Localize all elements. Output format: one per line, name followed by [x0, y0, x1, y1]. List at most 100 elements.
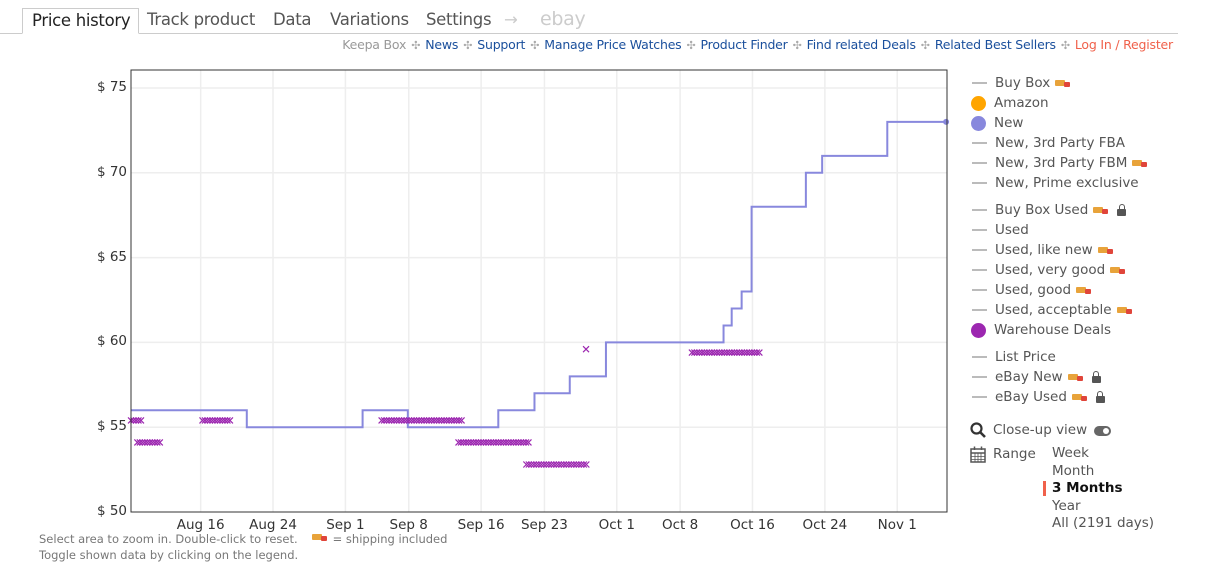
tab-data[interactable]: Data	[273, 10, 312, 29]
warehouse-deal-marker	[547, 461, 555, 468]
link-product-finder[interactable]: Product Finder	[700, 37, 788, 52]
legend-item[interactable]: Warehouse Deals	[970, 320, 1148, 340]
warehouse-deal-marker	[695, 349, 703, 357]
legend-item[interactable]: Used, very good	[970, 260, 1148, 280]
link-keepa-box[interactable]: Keepa Box	[342, 37, 407, 52]
separator-icon: ✣	[463, 39, 473, 52]
warehouse-deal-marker	[453, 416, 461, 424]
legend-item[interactable]: Used, like new	[970, 240, 1148, 260]
tab-bar: Price history Track product Data Variati…	[0, 8, 1178, 34]
warehouse-deal-marker	[753, 349, 761, 357]
warehouse-deal-marker	[219, 416, 226, 424]
warehouse-deal-marker	[743, 349, 751, 357]
legend-item[interactable]: eBay Used	[970, 387, 1148, 407]
x-tick-label: Sep 16	[457, 517, 505, 533]
warehouse-deal-marker	[730, 349, 738, 357]
y-tick-label: $ 50	[96, 503, 127, 519]
warehouse-deal-marker	[435, 416, 443, 424]
tab-ebay[interactable]: ebay	[540, 8, 586, 30]
warehouse-deal-marker	[224, 416, 231, 424]
legend-item[interactable]: Amazon	[970, 93, 1148, 113]
warehouse-deal-marker	[450, 416, 458, 424]
warehouse-deal-marker	[755, 349, 763, 357]
range-options: Week Month 3 Months Year All (2191 days)	[1042, 445, 1155, 533]
warehouse-deal-marker	[520, 439, 527, 446]
legend-label: New	[994, 115, 1024, 131]
warehouse-deal-marker	[211, 416, 219, 424]
warehouse-deal-marker	[552, 461, 560, 468]
warehouse-deal-marker	[477, 439, 485, 446]
warehouse-deal-marker	[418, 416, 426, 424]
legend-item[interactable]: eBay New	[970, 367, 1148, 387]
warehouse-deal-marker	[577, 461, 585, 468]
link-support[interactable]: Support	[477, 37, 526, 52]
legend-item[interactable]: Used	[970, 220, 1148, 240]
tab-track-product[interactable]: Track product	[147, 10, 255, 29]
warehouse-deal-marker	[490, 439, 497, 446]
calendar-icon	[970, 446, 986, 463]
warehouse-deal-marker	[698, 349, 706, 357]
legend-item[interactable]: New, 3rd Party FBM	[970, 153, 1148, 173]
search-icon	[970, 422, 986, 438]
truck-icon	[1067, 372, 1084, 383]
hint-shipping-text: = shipping included	[332, 532, 448, 546]
legend-item[interactable]: New, 3rd Party FBA	[970, 133, 1148, 153]
legend-label: New, 3rd Party FBM	[995, 155, 1128, 171]
legend-item[interactable]: Buy Box	[970, 73, 1148, 93]
warehouse-deal-marker	[153, 439, 161, 446]
closeup-toggle[interactable]: Close-up view	[970, 420, 1112, 440]
warehouse-deal-marker	[482, 439, 490, 446]
legend-label: eBay New	[995, 369, 1063, 385]
warehouse-deal-marker	[517, 439, 525, 446]
warehouse-deal-marker	[565, 461, 573, 468]
warehouse-deal-marker	[562, 461, 570, 468]
warehouse-deal-marker	[440, 416, 448, 424]
legend-item[interactable]: List Price	[970, 347, 1148, 367]
legend-item[interactable]: Used, good	[970, 280, 1148, 300]
warehouse-deal-marker	[420, 416, 428, 424]
warehouse-deal-marker	[738, 349, 746, 357]
tab-price-history[interactable]: Price history	[22, 8, 140, 34]
range-month[interactable]: Month	[1052, 462, 1095, 479]
x-tick-label: Nov 1	[877, 517, 917, 533]
legend-item[interactable]: Buy Box Used	[970, 200, 1148, 220]
warehouse-deal-marker	[141, 439, 149, 446]
range-week[interactable]: Week	[1052, 445, 1089, 461]
tab-variations[interactable]: Variations	[330, 10, 409, 29]
warehouse-deal-marker	[510, 439, 517, 446]
legend-item[interactable]: New	[970, 113, 1148, 133]
link-login-register[interactable]: Log In / Register	[1074, 37, 1173, 52]
legend-item[interactable]: Used, acceptable	[970, 300, 1148, 320]
warehouse-deal-marker	[502, 439, 510, 446]
warehouse-deal-marker	[433, 416, 441, 424]
legend-label: eBay Used	[995, 389, 1067, 405]
range-3-months[interactable]: 3 Months	[1042, 480, 1154, 498]
link-news[interactable]: News	[425, 37, 459, 52]
warehouse-deal-marker	[525, 439, 532, 446]
warehouse-deal-marker	[410, 416, 418, 424]
range-all[interactable]: All (2191 days)	[1052, 515, 1155, 531]
legend-item[interactable]: New, Prime exclusive	[970, 173, 1148, 193]
toggle-icon[interactable]	[1094, 426, 1112, 436]
series-dot-icon	[971, 95, 986, 111]
warehouse-deal-marker	[740, 349, 748, 357]
link-manage-price-watches[interactable]: Manage Price Watches	[544, 37, 682, 52]
warehouse-deal-marker	[750, 349, 758, 357]
x-tick-label: Oct 8	[662, 517, 699, 533]
warehouse-deal-marker	[500, 439, 507, 446]
warehouse-deal-marker	[693, 349, 701, 357]
legend-label: Warehouse Deals	[994, 322, 1112, 338]
lock-icon	[1091, 370, 1101, 383]
warehouse-deal-marker	[507, 439, 515, 446]
legend-label: New, 3rd Party FBA	[995, 135, 1125, 151]
link-find-related-deals[interactable]: Find related Deals	[806, 37, 916, 52]
tab-settings[interactable]: Settings	[426, 10, 492, 29]
lock-icon	[1095, 390, 1105, 403]
link-related-best-sellers[interactable]: Related Best Sellers	[934, 37, 1056, 52]
warehouse-deal-marker	[400, 416, 408, 424]
warehouse-deal-marker	[151, 439, 159, 446]
x-tick-label: Oct 1	[598, 517, 635, 533]
separator-icon: ✣	[920, 39, 930, 52]
range-year[interactable]: Year	[1052, 497, 1081, 514]
